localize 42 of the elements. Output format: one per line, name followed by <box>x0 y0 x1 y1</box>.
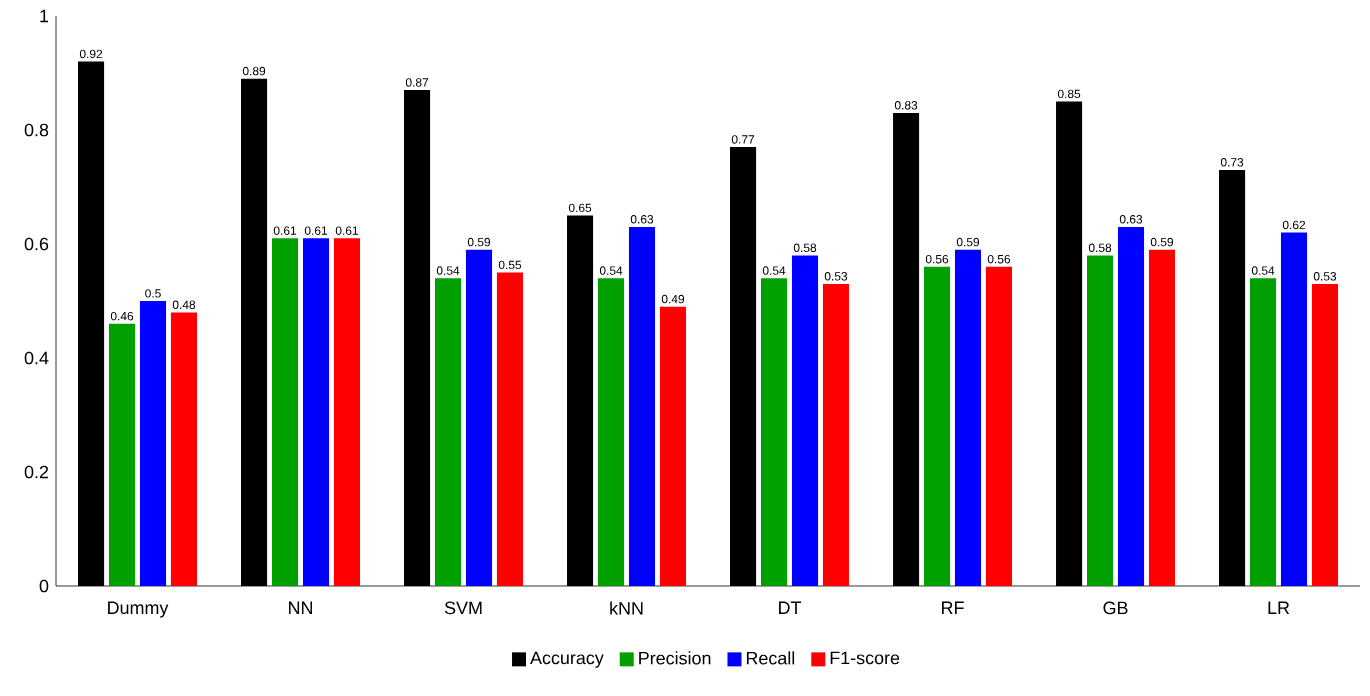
y-tick-label: 0.4 <box>24 351 49 365</box>
bar <box>597 278 625 586</box>
x-tick-label: kNN <box>610 601 643 615</box>
x-tick-label: SVM <box>444 601 482 615</box>
bar <box>108 323 136 586</box>
bar <box>1311 283 1339 586</box>
legend-label: F1-score <box>830 651 900 665</box>
bar <box>923 266 951 586</box>
x-tick-label: NN <box>289 601 313 614</box>
bar <box>170 312 198 586</box>
bar <box>985 266 1013 586</box>
y-tick-label: 0.2 <box>24 465 49 479</box>
bar <box>1249 278 1277 586</box>
legend-label: Recall <box>746 651 795 665</box>
x-tick-label: LR <box>1268 601 1290 614</box>
bar <box>659 306 687 586</box>
bar <box>1148 249 1176 586</box>
bar <box>954 249 982 586</box>
bar <box>496 272 524 586</box>
bar <box>333 238 361 586</box>
legend-label: Accuracy <box>530 651 604 668</box>
y-tick-label: 0 <box>39 579 49 593</box>
x-tick-label: RF <box>942 601 964 614</box>
bar <box>434 278 462 586</box>
bar <box>139 300 167 586</box>
legend-label: Precision <box>639 651 711 665</box>
bar <box>271 238 299 586</box>
bar <box>628 226 656 586</box>
x-tick-label: GB <box>1103 601 1128 615</box>
bar <box>1086 255 1114 586</box>
bar <box>822 283 850 586</box>
x-tick-label: DT <box>779 601 802 614</box>
y-tick-label: 0.6 <box>24 237 49 251</box>
bar <box>302 238 330 586</box>
x-tick-label: Dummy <box>108 601 169 618</box>
bar <box>760 278 788 586</box>
bar <box>791 255 819 586</box>
y-tick-label: 1 <box>40 9 49 23</box>
bar <box>1280 232 1308 586</box>
y-tick-label: 0.8 <box>24 123 49 137</box>
bar <box>465 249 493 586</box>
bar <box>1117 226 1145 586</box>
